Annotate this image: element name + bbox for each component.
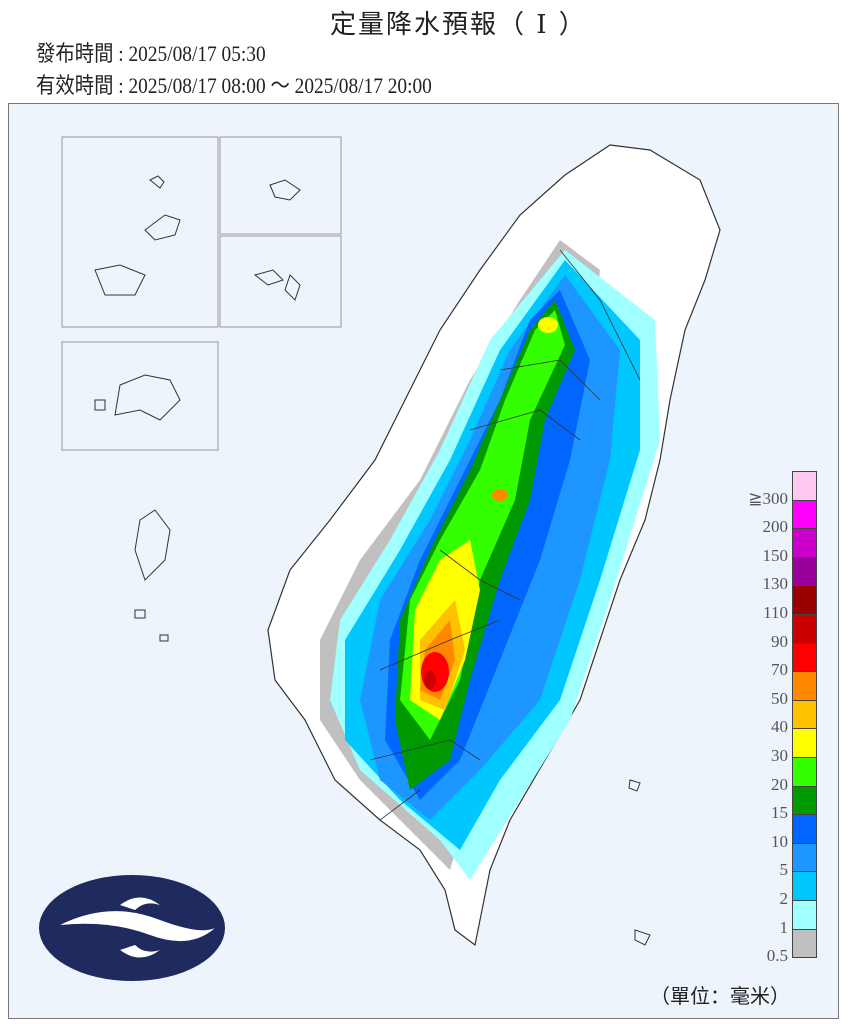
legend-swatch bbox=[792, 585, 817, 615]
legend-label: 130 bbox=[762, 574, 789, 594]
inset-kinmen bbox=[61, 341, 219, 451]
legend-swatch bbox=[792, 900, 817, 930]
inset-matsu-kinmen bbox=[61, 136, 219, 328]
county-borders bbox=[369, 249, 641, 821]
legend-label: 200 bbox=[762, 517, 789, 537]
legend-label: 70 bbox=[771, 660, 788, 680]
legend-label: 30 bbox=[771, 746, 788, 765]
legend-swatch bbox=[792, 471, 817, 501]
legend-label: 50 bbox=[771, 688, 788, 708]
legend-swatch bbox=[792, 728, 817, 758]
legend-swatch bbox=[792, 699, 817, 730]
legend-label: 20 bbox=[771, 774, 788, 794]
legend-label: 0.5 bbox=[766, 946, 788, 966]
inset-matsu-south bbox=[219, 235, 342, 328]
legend-label: 150 bbox=[762, 545, 789, 565]
cwa-logo bbox=[39, 875, 225, 981]
legend-swatch bbox=[792, 842, 817, 873]
rainfall-areas bbox=[320, 240, 660, 880]
legend-swatch bbox=[792, 757, 817, 787]
page-title: 定量降水預報（ I ） bbox=[330, 10, 587, 40]
legend-swatch bbox=[792, 499, 817, 530]
legend-label: 90 bbox=[771, 631, 788, 651]
legend-swatch bbox=[792, 871, 817, 901]
legend-swatch bbox=[792, 814, 817, 844]
legend-swatch bbox=[792, 785, 817, 816]
legend-label: 10 bbox=[771, 831, 788, 851]
legend-label: 1 bbox=[779, 917, 789, 937]
legend-unit: （單位：毫米） bbox=[650, 984, 790, 1008]
legend-swatch bbox=[792, 671, 817, 701]
inset-matsu-north bbox=[219, 136, 342, 235]
legend-swatch bbox=[792, 556, 817, 587]
valid-time: 有效時間 : 2025/08/17 08:00 ～ 2025/08/17 20:… bbox=[36, 73, 432, 98]
legend-label: 40 bbox=[771, 717, 788, 737]
legend-label: 110 bbox=[763, 603, 788, 622]
legend-label: ≧300 bbox=[748, 488, 788, 508]
issue-time: 發布時間 : 2025/08/17 05:30 bbox=[36, 41, 266, 66]
legend-label: 15 bbox=[771, 803, 788, 823]
legend-swatch bbox=[792, 642, 817, 673]
legend-label: 2 bbox=[779, 889, 789, 908]
legend-swatch bbox=[792, 928, 817, 959]
legend-swatch bbox=[792, 528, 817, 558]
legend-swatch bbox=[792, 614, 817, 644]
legend-label: 5 bbox=[779, 860, 789, 880]
